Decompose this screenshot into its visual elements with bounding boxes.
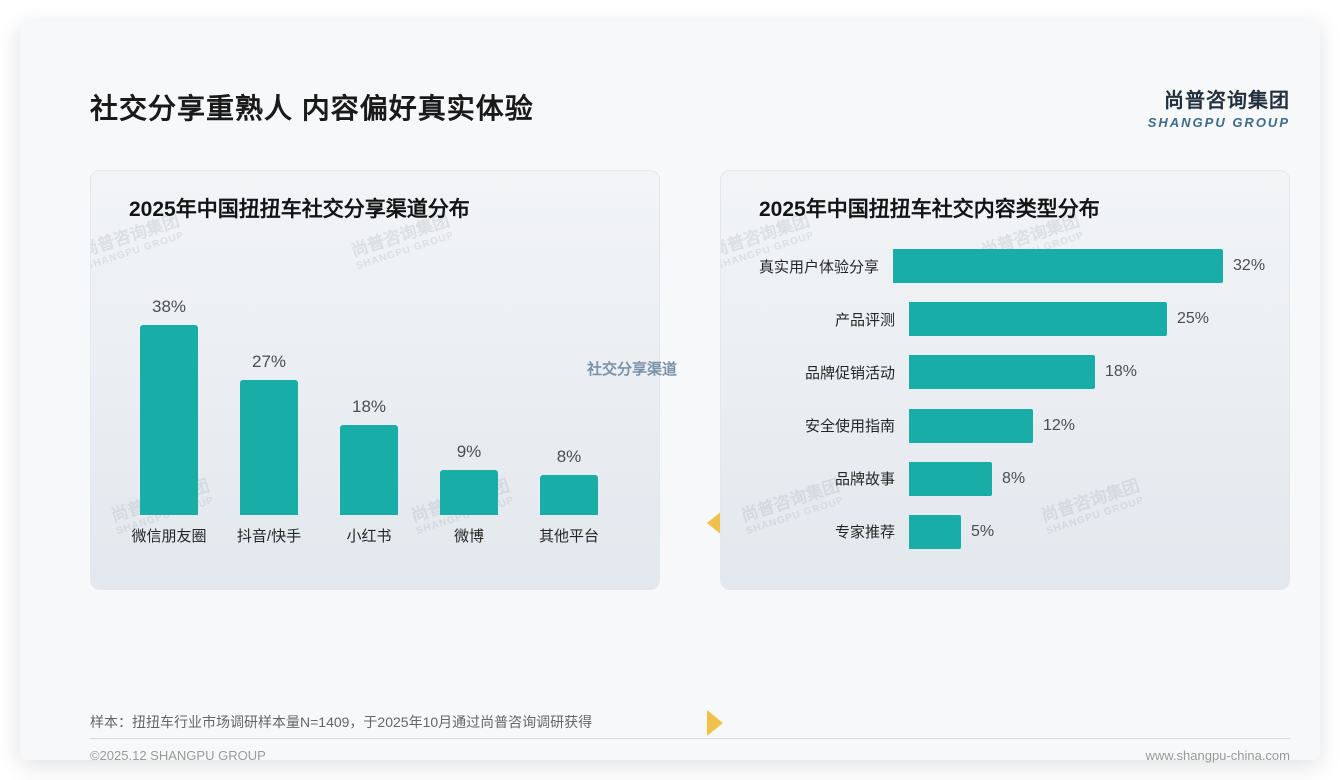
bar-label-3: 微博 [454, 525, 484, 546]
hbar-label-3: 安全使用指南 [759, 415, 909, 436]
bar-item-1[interactable]: 27% 抖音/快手 [229, 352, 309, 546]
bar-item-2[interactable]: 18% 小红书 [329, 397, 409, 546]
hbar-value-0: 32% [1233, 257, 1265, 275]
bar-value-1: 27% [252, 352, 286, 372]
connector-top-label: 社交分享渠道 [587, 361, 677, 378]
bar-value-3: 9% [457, 442, 482, 462]
hbar-item-0[interactable]: 真实用户体验分享 32% [759, 249, 1259, 283]
panels-container: 尚普咨询集团 SHANGPU GROUP 尚普咨询集团 SHANGPU GROU… [90, 170, 1290, 590]
right-panel-title: 2025年中国扭扭车社交内容类型分布 [759, 193, 1100, 223]
hbar-fill-1[interactable] [909, 302, 1167, 336]
social-channel-bar-chart: 38% 微信朋友圈 27% 抖音/快手 18% 小红书 9% 微 [129, 266, 609, 546]
hbar-item-4[interactable]: 品牌故事 8% [759, 462, 1259, 496]
hbar-fill-3[interactable] [909, 409, 1033, 443]
bar-value-4: 8% [557, 447, 582, 467]
footer-bottom: ©2025.12 SHANGPU GROUP www.shangpu-china… [90, 748, 1290, 763]
right-panel: 尚普咨询集团 SHANGPU GROUP 尚普咨询集团 SHANGPU GROU… [720, 170, 1290, 590]
brand-block: 尚普咨询集团 SHANGPU GROUP [1148, 84, 1290, 130]
hbar-label-2: 品牌促销活动 [759, 362, 909, 383]
slide-card: 社交分享重熟人 内容偏好真实体验 尚普咨询集团 SHANGPU GROUP 尚普… [20, 20, 1320, 760]
hbar-item-5[interactable]: 专家推荐 5% [759, 515, 1259, 549]
bar-item-0[interactable]: 38% 微信朋友圈 [129, 297, 209, 546]
bar-3[interactable] [440, 470, 498, 515]
bar-label-0: 微信朋友圈 [131, 525, 206, 546]
bar-item-4[interactable]: 8% 其他平台 [529, 447, 609, 546]
bar-item-3[interactable]: 9% 微博 [429, 442, 509, 546]
hbar-fill-0[interactable] [893, 249, 1223, 283]
hbar-label-4: 品牌故事 [759, 468, 909, 489]
hbar-fill-2[interactable] [909, 355, 1095, 389]
bar-2[interactable] [340, 425, 398, 515]
hbar-label-5: 专家推荐 [759, 521, 909, 542]
footer-divider [90, 738, 1290, 739]
footer-copyright: ©2025.12 SHANGPU GROUP [90, 748, 266, 763]
bar-4[interactable] [540, 475, 598, 515]
hbar-value-1: 25% [1177, 310, 1209, 328]
brand-name-en: SHANGPU GROUP [1148, 115, 1290, 130]
hbar-item-1[interactable]: 产品评测 25% [759, 302, 1259, 336]
bar-1[interactable] [240, 380, 298, 515]
header: 社交分享重熟人 内容偏好真实体验 尚普咨询集团 SHANGPU GROUP [90, 82, 1290, 132]
bar-label-4: 其他平台 [539, 525, 599, 546]
hbar-label-0: 真实用户体验分享 [759, 256, 893, 277]
hbar-label-1: 产品评测 [759, 309, 909, 330]
hbar-fill-5[interactable] [909, 515, 961, 549]
bar-value-2: 18% [352, 397, 386, 417]
left-panel: 尚普咨询集团 SHANGPU GROUP 尚普咨询集团 SHANGPU GROU… [90, 170, 660, 590]
page-title: 社交分享重熟人 内容偏好真实体验 [90, 87, 534, 127]
bar-value-0: 38% [152, 297, 186, 317]
footer-note: 样本：扭扭车行业市场调研样本量N=1409，于2025年10月通过尚普咨询调研获… [90, 712, 592, 732]
hbar-value-4: 8% [1002, 470, 1025, 488]
brand-name-cn: 尚普咨询集团 [1148, 84, 1290, 113]
bar-label-2: 小红书 [346, 525, 391, 546]
hbar-fill-4[interactable] [909, 462, 992, 496]
hbar-value-2: 18% [1105, 363, 1137, 381]
footer-url[interactable]: www.shangpu-china.com [1145, 748, 1290, 763]
left-panel-title: 2025年中国扭扭车社交分享渠道分布 [129, 193, 470, 223]
hbar-value-5: 5% [971, 523, 994, 541]
hbar-value-3: 12% [1043, 417, 1075, 435]
bar-label-1: 抖音/快手 [237, 525, 301, 546]
connector-bottom [707, 710, 723, 736]
hbar-item-3[interactable]: 安全使用指南 12% [759, 409, 1259, 443]
social-content-hbar-chart: 真实用户体验分享 32% 产品评测 25% 品牌促销活动 [759, 249, 1259, 549]
bar-0[interactable] [140, 325, 198, 515]
hbar-item-2[interactable]: 品牌促销活动 18% [759, 355, 1259, 389]
arrow-right-icon [707, 710, 723, 736]
